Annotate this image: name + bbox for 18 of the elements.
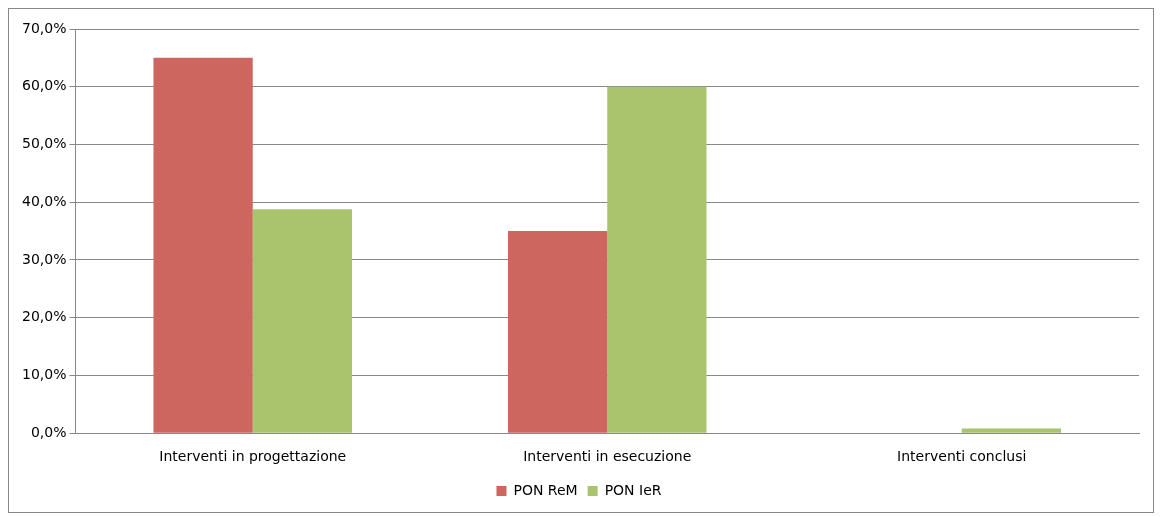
y-tick-label: 60,0%	[21, 77, 67, 94]
legend-label: PON ReM	[513, 481, 578, 498]
y-tick-label: 0,0%	[30, 423, 67, 440]
y-tick-label: 20,0%	[21, 308, 67, 325]
x-tick-label: Interventi in progettazione	[159, 448, 347, 465]
y-tick-label: 50,0%	[21, 135, 67, 152]
legend-label: PON IeR	[604, 481, 662, 498]
y-tick-label: 30,0%	[21, 250, 67, 267]
x-tick-label: Interventi in esecuzione	[523, 448, 692, 465]
bar	[961, 428, 1062, 433]
bar	[607, 86, 707, 433]
y-tick-label: 70,0%	[21, 19, 67, 36]
bar	[507, 231, 608, 433]
bar	[153, 57, 253, 433]
x-tick-label: Interventi conclusi	[897, 448, 1027, 465]
y-tick-label: 40,0%	[21, 192, 67, 209]
bar	[252, 209, 352, 433]
y-tick-label: 10,0%	[21, 366, 67, 383]
